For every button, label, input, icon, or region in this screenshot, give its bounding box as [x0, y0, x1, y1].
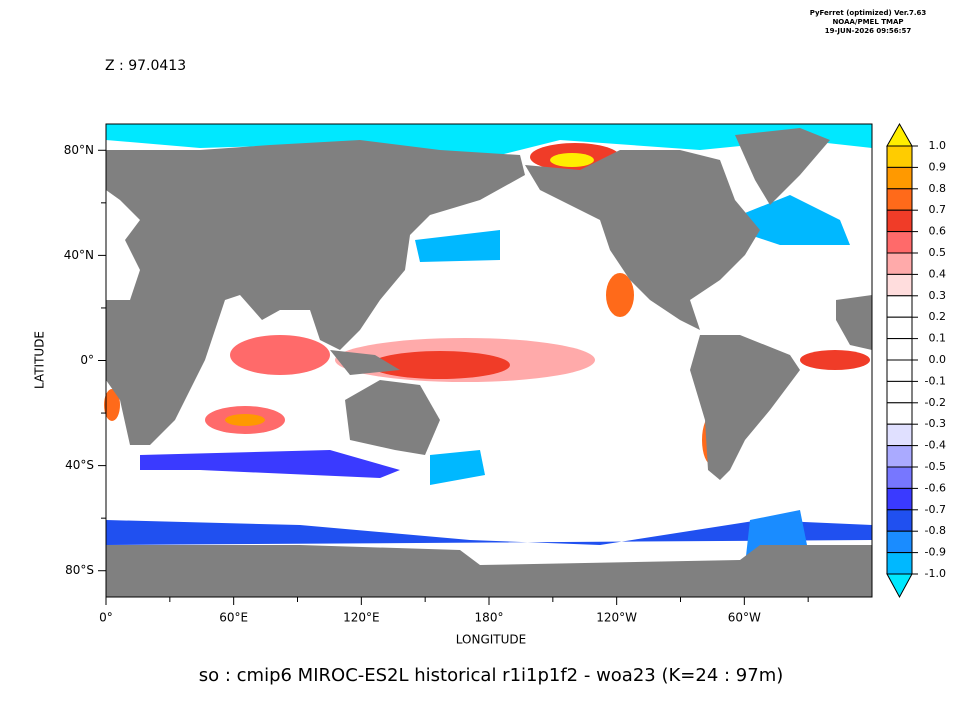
anomaly-region: [106, 124, 872, 155]
anomaly-region: [106, 520, 872, 545]
anomaly-region: [430, 450, 485, 485]
land: [525, 150, 760, 330]
colorbar-band: [886, 509, 913, 532]
colorbar-band: [886, 423, 913, 447]
colorbar-label: 0.6: [929, 225, 947, 238]
colorbar-triangle: [886, 573, 913, 599]
colorbar-label: -0.4: [925, 439, 946, 452]
colorbar-band: [886, 166, 913, 190]
colorbar-label: -0.2: [925, 396, 946, 409]
anomaly-region: [606, 273, 634, 317]
land: [106, 545, 872, 597]
colorbar-label: -0.1: [925, 374, 946, 387]
anomaly-region: [230, 335, 330, 375]
colorbar-band: [886, 231, 913, 254]
colorbar-band: [886, 209, 913, 233]
colorbar-label: -1.0: [925, 567, 946, 580]
land: [330, 350, 400, 375]
colorbar-label: 0.2: [929, 310, 947, 323]
x-tick-label: 120°W: [596, 611, 637, 625]
anomaly-region: [104, 389, 120, 421]
y-axis-label: LATITUDE: [33, 331, 47, 389]
colorbar-band: [886, 188, 913, 211]
colorbar-band: [886, 145, 913, 168]
x-tick-label: 60°E: [219, 611, 248, 625]
chart-title: so : cmip6 MIROC-ES2L historical r1i1p1f…: [199, 665, 784, 686]
colorbar-label: 0.0: [929, 353, 947, 366]
land: [836, 295, 872, 350]
y-tick-label: 80°S: [65, 563, 94, 577]
x-tick-label: 120°E: [343, 611, 380, 625]
colorbar-label: 0.3: [929, 289, 947, 302]
anomaly-region: [140, 450, 400, 478]
y-tick-label: 80°N: [64, 143, 94, 157]
colorbar-band: [886, 295, 913, 318]
colorbar-label: -0.8: [925, 524, 946, 537]
colorbar-band: [886, 487, 913, 511]
subtitle: Z : 97.0413: [105, 58, 186, 74]
header-line: NOAA/PMEL TMAP: [832, 18, 903, 26]
colorbar-label: -0.5: [925, 460, 946, 473]
anomaly-region: [800, 350, 870, 370]
land: [690, 335, 800, 480]
colorbar-band: [886, 445, 913, 468]
colorbar-band: [886, 359, 913, 382]
colorbar-label: 0.9: [929, 160, 947, 173]
header: PyFerret (optimized) Ver.7.63 NOAA/PMEL …: [810, 9, 927, 35]
colorbar-triangle: [886, 122, 913, 147]
colorbar-band: [886, 466, 913, 489]
colorbar-label: -0.7: [925, 503, 946, 516]
colorbar-band: [886, 273, 913, 297]
colorbar-band: [886, 530, 913, 554]
colorbar-label: -0.3: [925, 417, 946, 430]
colorbar-label: 1.0: [929, 139, 947, 152]
map-field: [104, 123, 873, 598]
anomaly-region: [370, 351, 510, 379]
y-tick-label: 40°S: [65, 458, 94, 472]
colorbar-band: [886, 316, 913, 340]
x-tick-label: 60°W: [728, 611, 761, 625]
colorbar-label: 0.8: [929, 182, 947, 195]
header-line: 19-JUN-2026 09:56:57: [825, 27, 912, 35]
colorbar-label: 0.1: [929, 332, 947, 345]
colorbar-label: 0.7: [929, 203, 947, 216]
colorbar-band: [886, 380, 913, 404]
colorbar-label: 0.5: [929, 246, 947, 259]
anomaly-region: [225, 414, 265, 426]
x-tick-label: 0°: [99, 611, 113, 625]
anomaly-region: [415, 230, 500, 262]
x-axis-label: LONGITUDE: [456, 633, 526, 647]
land: [106, 140, 525, 445]
colorbar-band: [886, 402, 913, 425]
colorbar-label: -0.6: [925, 481, 946, 494]
y-tick-label: 0°: [80, 353, 94, 367]
land: [735, 128, 830, 205]
colorbar-band: [886, 552, 913, 575]
y-tick-label: 40°N: [64, 248, 94, 262]
header-line: PyFerret (optimized) Ver.7.63: [810, 9, 927, 17]
colorbar-band: [886, 252, 913, 275]
anomaly-region: [740, 195, 850, 245]
colorbar-label: -0.9: [925, 546, 946, 559]
x-tick-label: 180°: [475, 611, 504, 625]
colorbar-label: 0.4: [929, 267, 947, 280]
anomaly-region: [550, 153, 594, 167]
colorbar-band: [886, 338, 913, 361]
land: [345, 380, 440, 455]
